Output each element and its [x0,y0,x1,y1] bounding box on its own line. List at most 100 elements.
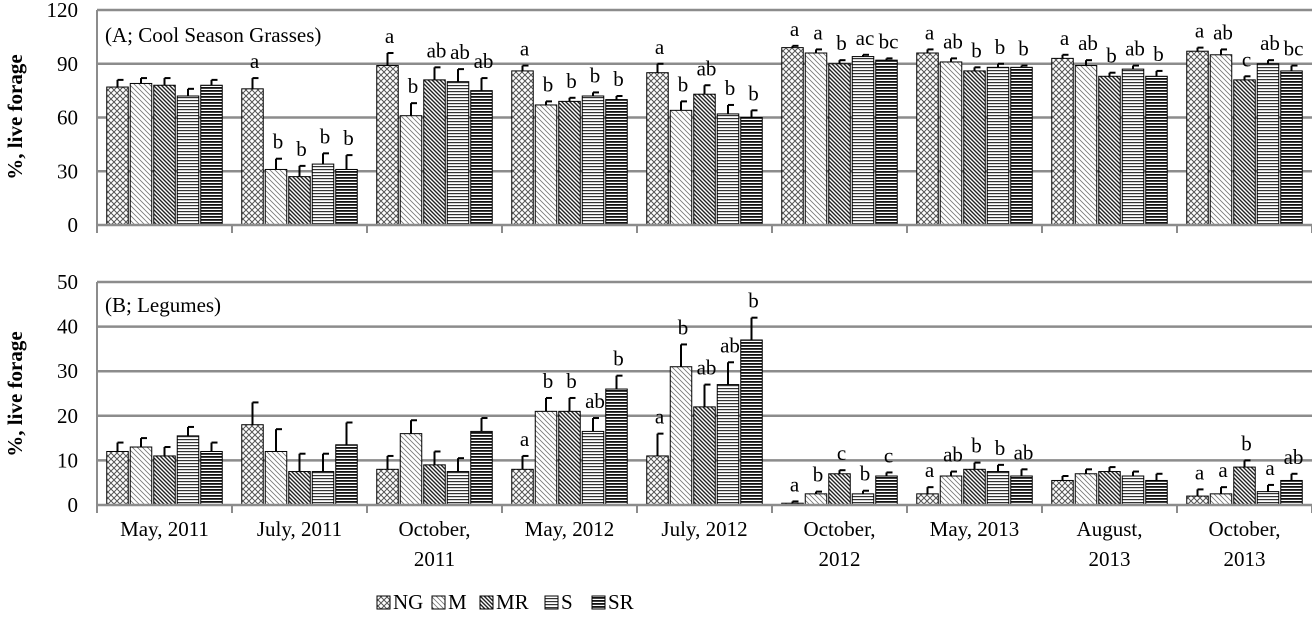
significance-letter: a [790,472,800,496]
bar-sr [335,444,358,506]
bar-ng [241,424,264,506]
bar-mr [1233,79,1256,226]
bar-s [716,113,740,226]
significance-letter: c [1242,47,1251,71]
significance-letter: b [1018,37,1029,61]
x-category-label: 2012 [819,547,861,571]
x-category-label: 2013 [1224,547,1266,571]
significance-letter: b [613,347,624,371]
y-tick-label: 120 [47,0,79,22]
y-tick-label: 10 [57,448,78,472]
significance-letter: ab [1125,37,1145,61]
bar-m [804,493,828,506]
significance-letter: a [1195,19,1205,43]
legend-label-s: S [561,590,573,614]
y-tick-label: 50 [57,270,78,294]
legend-swatch-ng [376,595,391,610]
significance-letter: ab [943,443,963,467]
significance-letter: c [837,441,846,465]
y-tick-label: 0 [68,493,79,517]
bar-sr [470,430,493,506]
significance-letter: ab [450,40,470,64]
significance-letter: bc [879,29,899,53]
bar-ng [916,52,939,226]
bar-ng [511,468,534,506]
significance-letter: b [273,130,284,154]
bar-ng [241,88,264,226]
bar-mr [1233,466,1256,506]
significance-letter: b [971,38,982,62]
x-category-label: July, 2011 [257,517,342,541]
y-tick-label: 30 [57,359,78,383]
significance-letter: b [678,72,689,96]
bar-sr [335,168,358,226]
bar-ng [106,450,129,506]
significance-letter: b [566,369,577,393]
bar-s [986,471,1010,506]
legend: NG M MR S SR [376,590,634,614]
significance-letter: b [590,63,601,87]
significance-letter: b [971,434,982,458]
significance-letter: ab [1213,20,1233,44]
x-category-label: July, 2012 [661,517,747,541]
x-category-label: May, 2011 [120,517,209,541]
x-category-label: May, 2013 [930,517,1020,541]
bar-mr [828,63,851,226]
legend-label-m: M [448,590,467,614]
significance-letter: ac [856,26,875,50]
bar-sr [1280,70,1303,226]
significance-letter: b [725,76,736,100]
bar-ng [781,47,804,226]
significance-letter: a [520,427,530,451]
bar-m [264,450,288,506]
bar-sr [605,99,628,226]
y-tick-label: 60 [57,106,78,130]
bar-sr [200,84,223,226]
legend-swatch-s [544,595,559,610]
bar-mr [1098,471,1121,506]
significance-letter: b [860,462,871,486]
significance-letter: b [995,436,1006,460]
x-category-label: October, [398,517,470,541]
bar-m [669,109,693,226]
bar-mr [288,176,311,226]
bar-sr [875,59,898,226]
significance-letter: b [748,81,759,105]
bar-sr [470,90,493,226]
bar-s [311,471,335,506]
y-axis-label: %, live forage [3,54,27,179]
significance-letter: a [1060,26,1070,50]
bar-ng [646,72,669,226]
x-category-label: October, [1208,517,1280,541]
bar-mr [963,70,986,226]
bar-sr [605,388,628,506]
significance-letter: ab [1284,445,1304,469]
bar-s [1121,475,1145,506]
bar-s [581,95,605,226]
significance-letter: ab [943,29,963,53]
bar-m [1209,493,1233,506]
x-category-label: October, [803,517,875,541]
significance-letter: b [613,67,624,91]
bar-mr [288,471,311,506]
bar-mr [423,464,446,506]
significance-letter: b [678,315,689,339]
bar-mr [828,473,851,506]
y-tick-label: 90 [57,52,78,76]
panel-title: (A; Cool Season Grasses) [105,23,321,47]
significance-letter: a [790,17,800,41]
significance-letter: a [655,35,665,59]
y-axis-label: %, live forage [3,331,27,456]
bar-ng [106,86,129,226]
bar-ng [1051,57,1074,226]
bar-m [534,104,558,226]
panel-cool-season-grasses: 0 30 60 90 120 %, live forage (A; Cool Season … [3,0,1312,237]
significance-letter: a [1195,460,1205,484]
significance-letter: c [884,443,893,467]
significance-letter: ab [697,56,717,80]
bar-s [1256,63,1280,226]
significance-letter: b [1241,431,1252,455]
bar-sr [740,117,763,226]
bar-ng [916,493,939,506]
bar-sr [1010,475,1033,506]
